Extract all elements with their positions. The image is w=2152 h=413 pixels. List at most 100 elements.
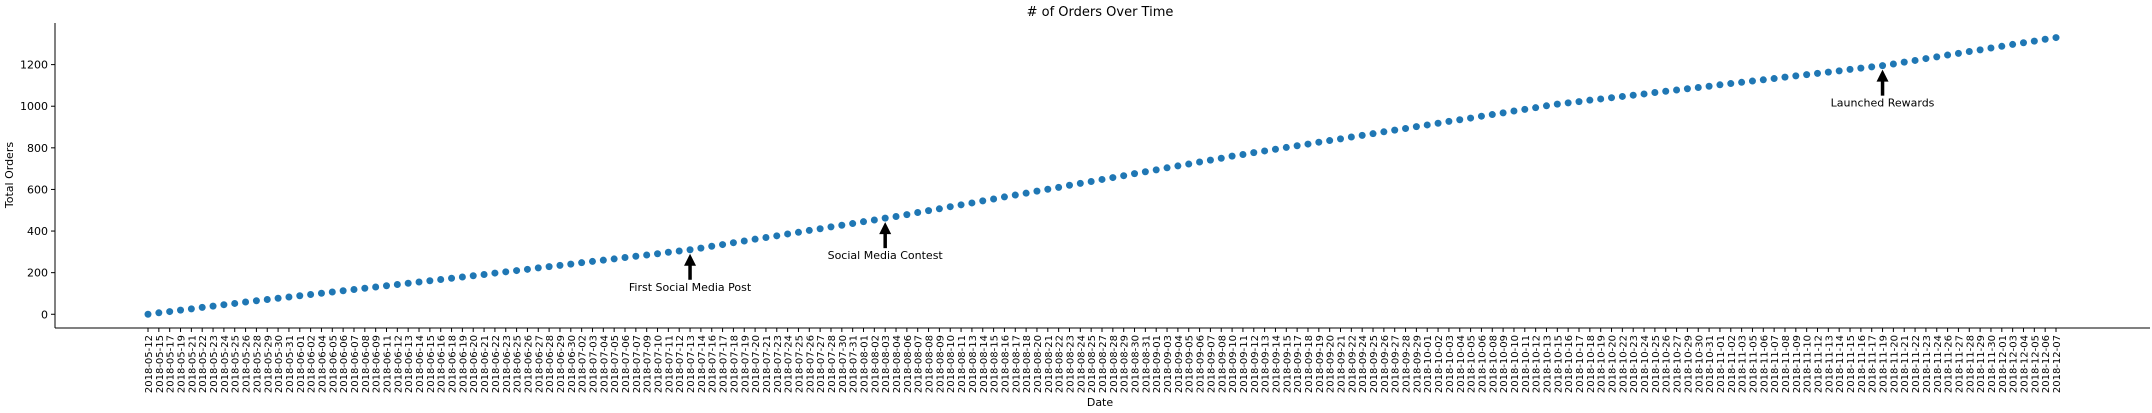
x-tick-label: 2018-06-06: [339, 335, 350, 393]
x-tick-label: 2018-06-07: [350, 335, 361, 393]
x-tick-label: 2018-09-25: [1369, 335, 1380, 393]
x-tick-label: 2018-09-06: [1196, 335, 1207, 393]
x-tick-label: 2018-10-31: [1705, 335, 1716, 393]
y-tick-label: 1000: [20, 100, 48, 113]
point: [480, 271, 488, 279]
point: [686, 246, 694, 254]
x-tick-label: 2018-11-22: [1911, 335, 1922, 393]
point: [1380, 128, 1388, 136]
x-tick-label: 2018-10-23: [1629, 335, 1640, 393]
point: [393, 281, 401, 289]
x-tick-label: 2018-08-31: [1141, 335, 1152, 393]
point: [1206, 156, 1214, 164]
point: [1933, 53, 1941, 61]
x-tick-label: 2018-12-05: [2030, 335, 2041, 393]
point: [1228, 152, 1236, 160]
x-tick-label: 2018-06-23: [502, 335, 513, 393]
point: [1683, 85, 1691, 93]
x-tick-label: 2018-08-22: [1055, 335, 1066, 393]
point: [588, 257, 596, 265]
x-tick-label: 2018-06-01: [296, 335, 307, 393]
point: [805, 226, 813, 234]
point: [242, 298, 250, 306]
point: [903, 211, 911, 219]
x-tick-label: 2018-07-13: [686, 335, 697, 393]
y-tick-label: 400: [27, 225, 48, 238]
x-tick-label: 2018-11-29: [1976, 335, 1987, 393]
x-tick-label: 2018-10-18: [1586, 335, 1597, 393]
point: [361, 284, 369, 292]
point: [719, 241, 727, 249]
x-tick-label: 2018-08-20: [1033, 335, 1044, 393]
point: [654, 250, 662, 258]
x-tick-label: 2018-09-08: [1217, 335, 1228, 393]
x-tick-label: 2018-08-29: [1120, 335, 1131, 393]
point: [1076, 179, 1084, 187]
point: [1846, 65, 1854, 73]
point: [1055, 183, 1063, 191]
point: [1835, 67, 1843, 75]
point: [621, 253, 629, 261]
point: [1326, 137, 1334, 145]
point: [1640, 90, 1648, 98]
x-tick-label: 2018-11-10: [1803, 335, 1814, 393]
point: [1261, 147, 1269, 155]
x-tick-label: 2018-06-29: [556, 335, 567, 393]
point: [1065, 181, 1073, 189]
x-tick-label: 2018-11-09: [1792, 335, 1803, 393]
y-tick-label: 600: [27, 183, 48, 196]
point: [1824, 68, 1832, 76]
point: [1000, 193, 1008, 201]
point: [1944, 51, 1952, 59]
x-tick-label: 2018-09-26: [1380, 335, 1391, 393]
point: [697, 244, 705, 252]
point: [1553, 100, 1561, 108]
point: [784, 230, 792, 238]
point: [296, 292, 304, 300]
y-tick-label: 800: [27, 142, 48, 155]
point: [1033, 187, 1041, 195]
point: [274, 294, 282, 302]
point: [1900, 58, 1908, 66]
x-tick-label: 2018-08-27: [1098, 335, 1109, 393]
x-tick-label: 2018-05-15: [155, 335, 166, 393]
x-tick-label: 2018-10-25: [1651, 335, 1662, 393]
x-tick-label: 2018-10-09: [1499, 335, 1510, 393]
point: [350, 286, 358, 294]
x-tick-label: 2018-10-01: [1423, 335, 1434, 393]
x-tick-label: 2018-05-30: [274, 335, 285, 393]
x-tick-label: 2018-09-18: [1304, 335, 1315, 393]
x-tick-label: 2018-05-12: [144, 335, 155, 393]
x-tick-label: 2018-08-28: [1109, 335, 1120, 393]
point: [773, 232, 781, 240]
x-tick-label: 2018-08-30: [1131, 335, 1142, 393]
point: [426, 277, 434, 285]
point: [1098, 175, 1106, 183]
x-tick-label: 2018-11-14: [1835, 335, 1846, 393]
x-tick-label: 2018-06-09: [372, 335, 383, 393]
x-tick-label: 2018-05-26: [242, 335, 253, 393]
x-tick-label: 2018-05-29: [263, 335, 274, 393]
x-tick-label: 2018-05-25: [231, 335, 242, 393]
annotation-text: First Social Media Post: [629, 281, 752, 294]
point: [513, 267, 521, 275]
point: [1521, 105, 1529, 113]
x-tick-label: 2018-09-27: [1391, 335, 1402, 393]
point: [1185, 160, 1193, 168]
x-tick-label: 2018-08-24: [1076, 335, 1087, 393]
x-tick-label: 2018-05-19: [177, 335, 188, 393]
x-tick-label: 2018-06-15: [426, 335, 437, 393]
x-tick-label: 2018-08-16: [1000, 335, 1011, 393]
x-tick-label: 2018-06-22: [491, 335, 502, 393]
x-tick-label: 2018-05-17: [166, 335, 177, 393]
point: [1467, 114, 1475, 122]
x-tick-label: 2018-07-18: [729, 335, 740, 393]
x-tick-label: 2018-12-04: [2019, 335, 2030, 393]
x-tick-label: 2018-07-31: [849, 335, 860, 393]
x-tick-label: 2018-10-06: [1477, 335, 1488, 393]
x-tick-label: 2018-08-11: [957, 335, 968, 393]
point: [675, 247, 683, 255]
x-tick-label: 2018-09-19: [1315, 335, 1326, 393]
point: [1412, 123, 1420, 131]
x-tick-label: 2018-07-06: [621, 335, 632, 393]
